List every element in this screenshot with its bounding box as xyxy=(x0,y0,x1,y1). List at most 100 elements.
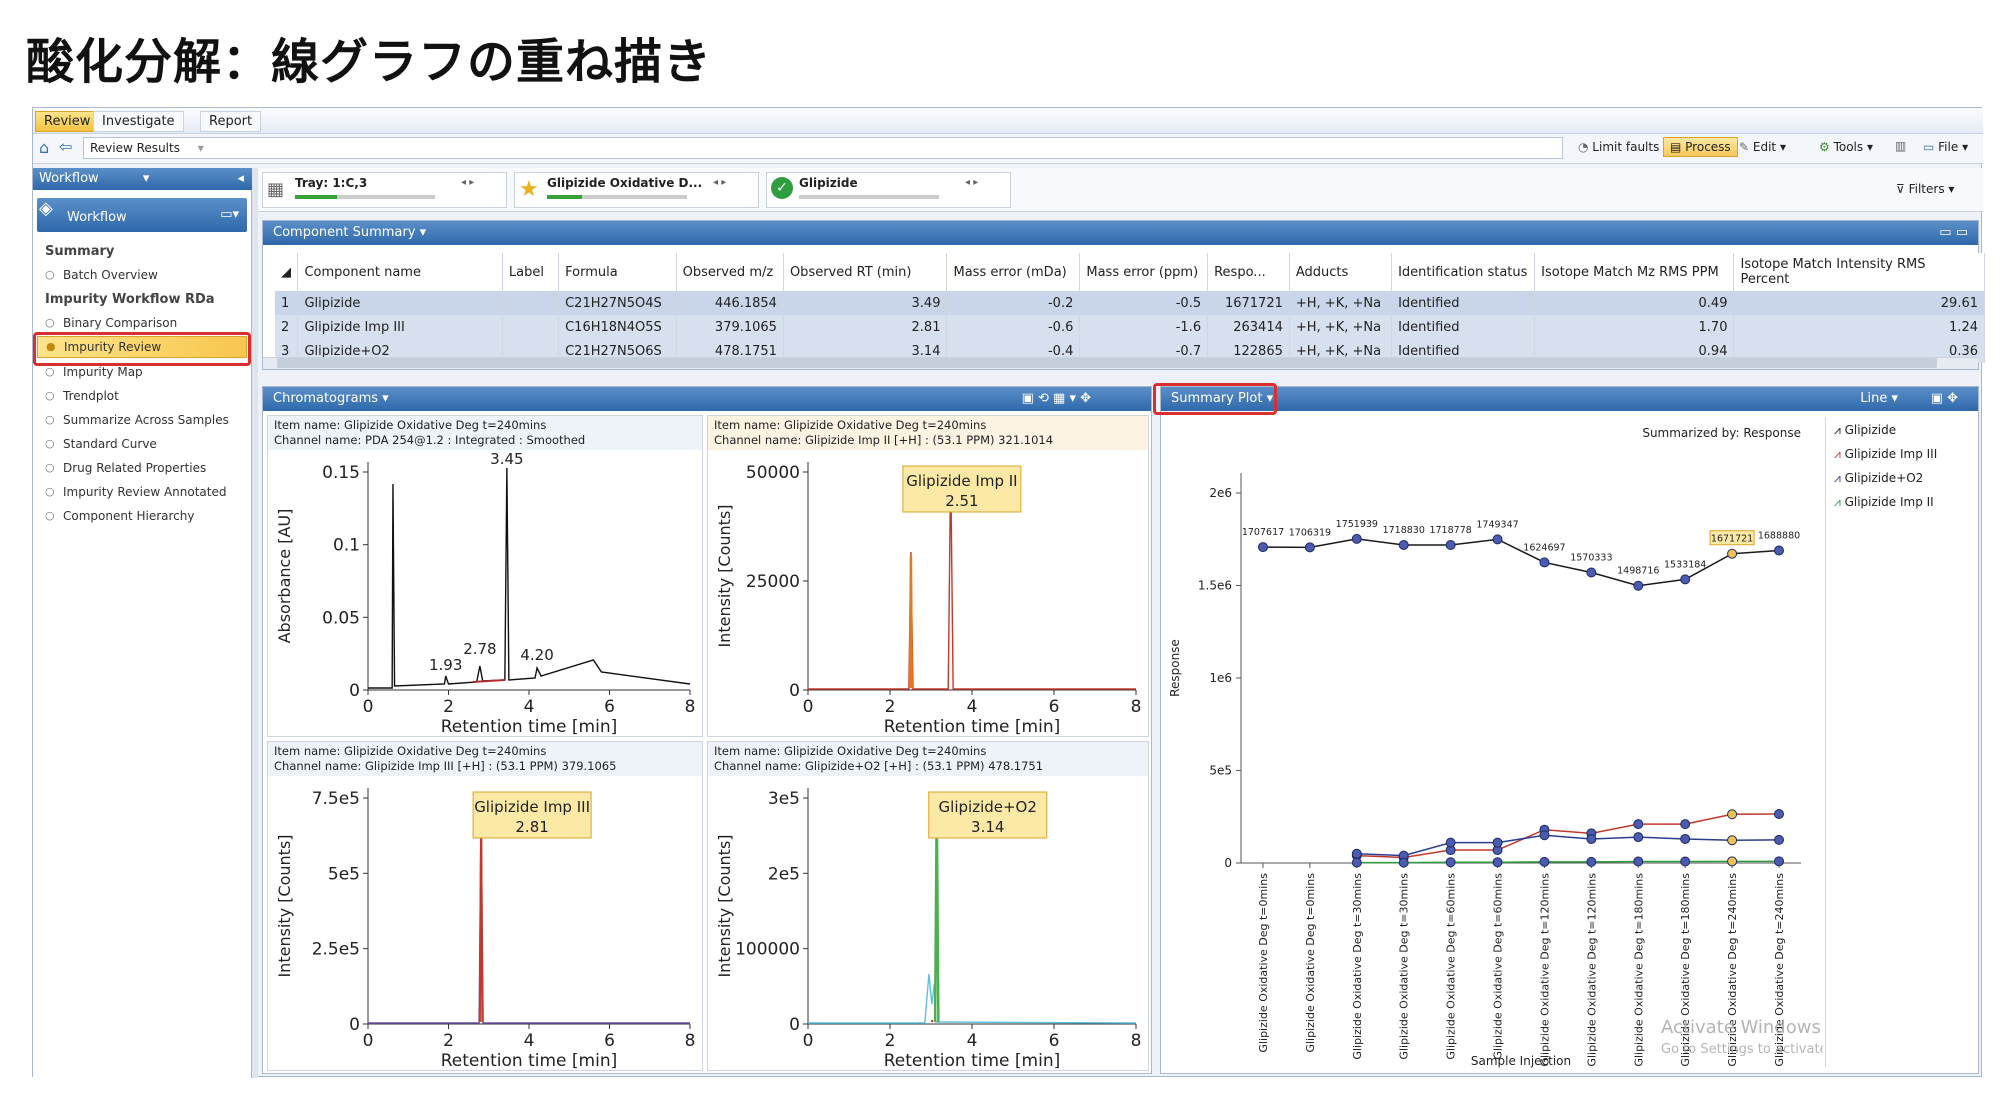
sidebar-item-component-hierarchy[interactable]: Component Hierarchy xyxy=(45,509,195,523)
back-arrow-icon[interactable]: ⇦ xyxy=(59,137,73,156)
cell-rt: 3.49 xyxy=(783,291,948,315)
component-selector[interactable]: ✓ Glipizide ◂ ▸ xyxy=(766,172,1011,208)
chevron-down-icon[interactable]: ▾ xyxy=(197,141,204,155)
data-point xyxy=(1727,835,1738,846)
data-point xyxy=(1351,533,1362,544)
data-point xyxy=(1586,856,1597,867)
panel-window-icons[interactable]: ▭ ▭ xyxy=(1939,225,1968,240)
glipizide-o2-chromatogram-svg[interactable]: 0 2 4 6 8 Retention time [min] 3e5 2e5 100000 0 In… xyxy=(708,776,1148,1070)
filters-button[interactable]: ⊽ Filters ▾ xyxy=(1896,182,1955,196)
process-button[interactable]: ▤ Process xyxy=(1663,137,1738,157)
item-name: Item name: Glipizide Oxidative Deg t=240… xyxy=(274,744,547,758)
series-line xyxy=(1356,813,1780,859)
sidebar-item-binary-comparison[interactable]: Binary Comparison xyxy=(45,316,177,330)
file-menu[interactable]: ▭ File ▾ xyxy=(1923,140,1969,154)
chevron-down-icon[interactable]: ▾ xyxy=(142,171,150,186)
breadcrumb-label: Review Results xyxy=(90,141,180,155)
col-isotope-mz-ppm[interactable]: Isotope Match Mz RMS PPM xyxy=(1534,253,1735,291)
legend-item[interactable]: ⩘ Glipizide Imp III xyxy=(1834,447,1937,462)
col-observed-mz[interactable]: Observed m/z xyxy=(676,253,784,291)
edit-menu[interactable]: ✎ Edit ▾ xyxy=(1739,140,1786,154)
workflow-header[interactable]: Workflow ▾ ◂ xyxy=(33,168,252,190)
sidebar-item-impurity-review[interactable]: Impurity Review xyxy=(37,336,247,358)
sidebar-item-drug-related-properties[interactable]: Drug Related Properties xyxy=(45,461,206,475)
plot-mode-select[interactable]: Line ▾ xyxy=(1860,391,1898,406)
edit-label: Edit xyxy=(1752,140,1777,154)
tray-nav-arrows[interactable]: ◂ ▸ xyxy=(461,177,475,188)
col-component-name[interactable]: Component name xyxy=(297,253,503,291)
y-axis-label: Intensity [Counts] xyxy=(715,504,734,647)
summary-plot-header[interactable]: Summary Plot ▾ Line ▾ ▣ ✥ xyxy=(1161,387,1978,411)
tab-report[interactable]: Report xyxy=(200,111,262,132)
x-tick-label: Glipizide Oxidative Deg t=0mins xyxy=(1304,873,1317,1053)
sidebar-item-batch-overview[interactable]: Batch Overview xyxy=(45,268,158,282)
legend-item[interactable]: ⩘ Glipizide xyxy=(1834,423,1896,438)
component-summary-title: Component Summary xyxy=(273,225,416,240)
col-label[interactable]: Label xyxy=(502,253,560,291)
workflow-menu-icon[interactable]: ▭▾ xyxy=(220,207,239,222)
cell-err-ppm: -1.6 xyxy=(1079,315,1209,339)
x-tick-label: 2 xyxy=(885,697,896,717)
chromatogram-tool-icons[interactable]: ▣ ⟲ ▦ ▾ ✥ xyxy=(1021,391,1091,406)
summary-line-chart[interactable]: Summarized by: Response 2e6 1.5e6 1e6 5e5 0 Re… xyxy=(1161,413,1823,1073)
x-tick-label: 0 xyxy=(363,1031,374,1051)
y-tick-label: 7.5e5 xyxy=(312,789,360,809)
limit-faults-button[interactable]: ◔ Limit faults xyxy=(1578,140,1659,154)
summary-plot-panel: Summary Plot ▾ Line ▾ ▣ ✥ Summarized by:… xyxy=(1153,383,1979,1074)
component-nav-arrows[interactable]: ◂ ▸ xyxy=(965,177,979,188)
sidebar-item-summarize-across-samples[interactable]: Summarize Across Samples xyxy=(45,413,229,427)
col-isotope-intensity-pct[interactable]: Isotope Match Intensity RMS Percent xyxy=(1733,253,1985,291)
col-adducts[interactable]: Adducts xyxy=(1289,253,1393,291)
data-point xyxy=(1539,856,1550,867)
tray-selector[interactable]: ▦ Tray: 1:C,3 ◂ ▸ xyxy=(262,172,507,208)
tab-review[interactable]: Review xyxy=(35,111,100,132)
horizontal-scrollbar[interactable] xyxy=(263,357,1978,369)
imp-ii-chromatogram-svg[interactable]: 0 2 4 6 8 Retention time [min] 50000 25000 0 Inte… xyxy=(708,450,1148,736)
col-mass-error-ppm[interactable]: Mass error (ppm) xyxy=(1079,253,1209,291)
y-axis-label: Intensity [Counts] xyxy=(715,834,734,977)
data-label-highlight xyxy=(1709,530,1755,546)
cell-iso-ppm: 1.70 xyxy=(1534,315,1735,339)
workflow-subheader[interactable]: ◈ Workflow ▭▾ xyxy=(37,198,247,232)
sidebar-splitter[interactable] xyxy=(252,168,258,1078)
breadcrumb[interactable]: Review Results ▾ xyxy=(83,137,1563,159)
sidebar-item-trendplot[interactable]: Trendplot xyxy=(45,389,119,403)
table-row[interactable]: 2 Glipizide Imp III C16H18N4O5S 379.1065… xyxy=(275,315,1985,339)
table-row[interactable]: 1 Glipizide C21H27N5O4S 446.1854 3.49 -0… xyxy=(275,291,1985,315)
legend-item[interactable]: ⩘ Glipizide Imp II xyxy=(1834,495,1934,510)
col-mass-error-mda[interactable]: Mass error (mDa) xyxy=(946,253,1081,291)
tools-menu[interactable]: ⚙ Tools ▾ xyxy=(1819,140,1873,154)
summary-plot-title: Summary Plot xyxy=(1171,391,1263,406)
col-response[interactable]: Respo... xyxy=(1207,253,1290,291)
peak-rt-label: 2.78 xyxy=(463,640,496,658)
cell-iso-pct: 29.61 xyxy=(1733,291,1985,315)
sidebar-item-impurity-map[interactable]: Impurity Map xyxy=(45,365,143,379)
sample-nav-arrows[interactable]: ◂ ▸ xyxy=(713,177,727,188)
line-series-icon: ⩘ xyxy=(1834,495,1845,509)
home-icon[interactable]: ⌂ xyxy=(39,138,50,157)
col-observed-rt[interactable]: Observed RT (min) xyxy=(783,253,948,291)
y-tick-label: 1.5e6 xyxy=(1198,579,1232,593)
collapse-icon[interactable]: ◂ xyxy=(237,171,244,186)
legend-item[interactable]: ⩘ Glipizide+O2 xyxy=(1834,471,1923,486)
channel-name: Channel name: Glipizide Imp II [+H] : (5… xyxy=(714,433,1054,447)
y-tick-label: 0.15 xyxy=(322,463,360,483)
component-summary-header[interactable]: Component Summary ▾ ▭ ▭ xyxy=(263,221,1978,245)
tab-investigate[interactable]: Investigate xyxy=(93,111,184,132)
pda-chromatogram-svg[interactable]: 0 2 4 6 8 Retention time [min] 0.15 0.1 0.05 0 Abs… xyxy=(268,450,702,736)
sidebar-item-impurity-review-annotated[interactable]: Impurity Review Annotated xyxy=(45,485,226,499)
channel-name: Channel name: Glipizide Imp III [+H] : (… xyxy=(274,759,617,773)
imp-iii-chromatogram-svg[interactable]: 0 2 4 6 8 Retention time [min] 7.5e5 5e5 2.5e5 0 I… xyxy=(268,776,702,1070)
chromatograms-header[interactable]: Chromatograms ▾ ▣ ⟲ ▦ ▾ ✥ xyxy=(263,387,1151,411)
col-identification-status[interactable]: Identification status xyxy=(1391,253,1536,291)
selector-strip: ▦ Tray: 1:C,3 ◂ ▸ ★ Glipizide Oxidative … xyxy=(256,168,1983,212)
col-formula[interactable]: Formula xyxy=(558,253,677,291)
sample-selector[interactable]: ★ Glipizide Oxidative D... ◂ ▸ xyxy=(514,172,759,208)
trace-line xyxy=(478,809,484,1023)
sidebar-item-standard-curve[interactable]: Standard Curve xyxy=(45,437,157,451)
peak-callout-box xyxy=(472,791,592,839)
cell-err-mda: -0.6 xyxy=(946,315,1081,339)
plot-tool-icons[interactable]: ▣ ✥ xyxy=(1930,391,1958,406)
copy-icon[interactable]: ▥ xyxy=(1895,139,1907,153)
workflow-subheader-label: Workflow xyxy=(67,210,127,225)
